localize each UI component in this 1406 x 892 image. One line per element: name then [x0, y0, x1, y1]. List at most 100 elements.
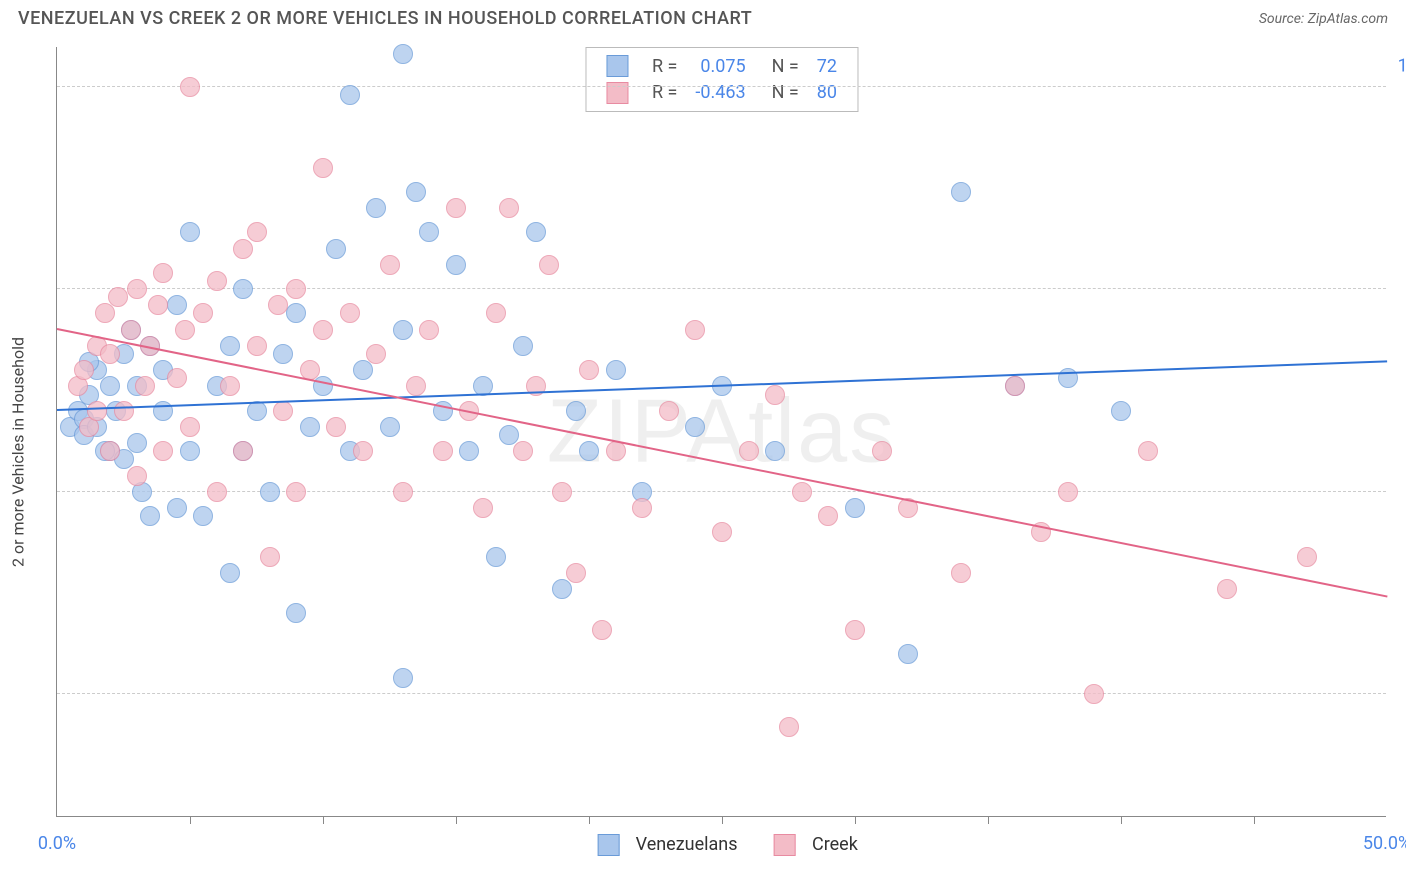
scatter-point [220, 563, 240, 583]
grid-line [57, 288, 1386, 289]
x-tick [190, 816, 191, 824]
scatter-point [712, 522, 732, 542]
scatter-point [260, 547, 280, 567]
scatter-point [127, 433, 147, 453]
scatter-point [951, 182, 971, 202]
scatter-point [579, 360, 599, 380]
scatter-point [193, 303, 213, 323]
scatter-point [792, 482, 812, 502]
scatter-point [486, 303, 506, 323]
scatter-point [247, 336, 267, 356]
x-tick-label: 50.0% [1363, 833, 1406, 854]
scatter-point [898, 644, 918, 664]
scatter-point [286, 279, 306, 299]
scatter-point [340, 303, 360, 323]
scatter-point [433, 441, 453, 461]
scatter-point [1111, 401, 1131, 421]
scatter-point [393, 320, 413, 340]
x-tick-label: 0.0% [38, 833, 76, 854]
scatter-point [419, 320, 439, 340]
scatter-point [247, 222, 267, 242]
source-label: Source: ZipAtlas.com [1259, 11, 1388, 27]
scatter-point [765, 441, 785, 461]
chart-title: VENEZUELAN VS CREEK 2 OR MORE VEHICLES I… [18, 8, 752, 29]
scatter-point [153, 401, 173, 421]
scatter-point [286, 482, 306, 502]
x-tick [1254, 816, 1255, 824]
legend-row: R =-0.463N =80 [598, 80, 845, 104]
y-tick-label: 100.0% [1398, 55, 1406, 76]
scatter-point [446, 255, 466, 275]
scatter-point [566, 563, 586, 583]
grid-line [57, 693, 1386, 694]
scatter-point [153, 441, 173, 461]
scatter-point [366, 344, 386, 364]
scatter-point [260, 482, 280, 502]
scatter-point [473, 498, 493, 518]
scatter-point [659, 401, 679, 421]
scatter-point [233, 239, 253, 259]
scatter-point [566, 401, 586, 421]
scatter-point [845, 498, 865, 518]
scatter-point [579, 441, 599, 461]
grid-line [57, 491, 1386, 492]
scatter-point [233, 441, 253, 461]
scatter-point [406, 376, 426, 396]
scatter-point [353, 441, 373, 461]
scatter-point [313, 320, 333, 340]
scatter-point [951, 563, 971, 583]
header: VENEZUELAN VS CREEK 2 OR MORE VEHICLES I… [0, 0, 1406, 37]
legend-item: Creek [762, 834, 858, 855]
scatter-point [153, 263, 173, 283]
scatter-point [419, 222, 439, 242]
scatter-point [1084, 684, 1104, 704]
scatter-point [393, 44, 413, 64]
scatter-point [779, 717, 799, 737]
scatter-point [872, 441, 892, 461]
scatter-point [273, 401, 293, 421]
scatter-point [1297, 547, 1317, 567]
scatter-point [74, 360, 94, 380]
scatter-point [739, 441, 759, 461]
scatter-point [121, 320, 141, 340]
scatter-point [140, 506, 160, 526]
scatter-point [1217, 579, 1237, 599]
scatter-point [380, 255, 400, 275]
scatter-point [366, 198, 386, 218]
scatter-point [114, 401, 134, 421]
scatter-point [100, 441, 120, 461]
scatter-point [632, 498, 652, 518]
scatter-point [340, 85, 360, 105]
scatter-point [135, 376, 155, 396]
scatter-point [95, 303, 115, 323]
x-tick [722, 816, 723, 824]
series-legend: Venezuelans Creek [573, 834, 870, 856]
x-tick [589, 816, 590, 824]
scatter-point [313, 158, 333, 178]
scatter-point [513, 336, 533, 356]
x-tick [456, 816, 457, 824]
x-tick [1121, 816, 1122, 824]
scatter-point [87, 401, 107, 421]
scatter-point [326, 239, 346, 259]
scatter-point [513, 441, 533, 461]
plot-area: ZIPAtlas R =0.075N =72R =-0.463N =80 Ven… [56, 47, 1386, 817]
y-axis-label: 2 or more Vehicles in Household [9, 337, 28, 567]
scatter-point [167, 498, 187, 518]
scatter-point [220, 336, 240, 356]
scatter-point [592, 620, 612, 640]
scatter-point [393, 482, 413, 502]
chart-container: 2 or more Vehicles in Household ZIPAtlas… [0, 37, 1406, 867]
x-tick [988, 816, 989, 824]
scatter-point [326, 417, 346, 437]
scatter-point [300, 417, 320, 437]
scatter-point [685, 320, 705, 340]
scatter-point [1005, 376, 1025, 396]
x-tick [855, 816, 856, 824]
grid-line [57, 86, 1386, 87]
scatter-point [220, 376, 240, 396]
legend-item: Venezuelans [585, 834, 737, 855]
scatter-point [180, 417, 200, 437]
scatter-point [268, 295, 288, 315]
scatter-point [606, 441, 626, 461]
